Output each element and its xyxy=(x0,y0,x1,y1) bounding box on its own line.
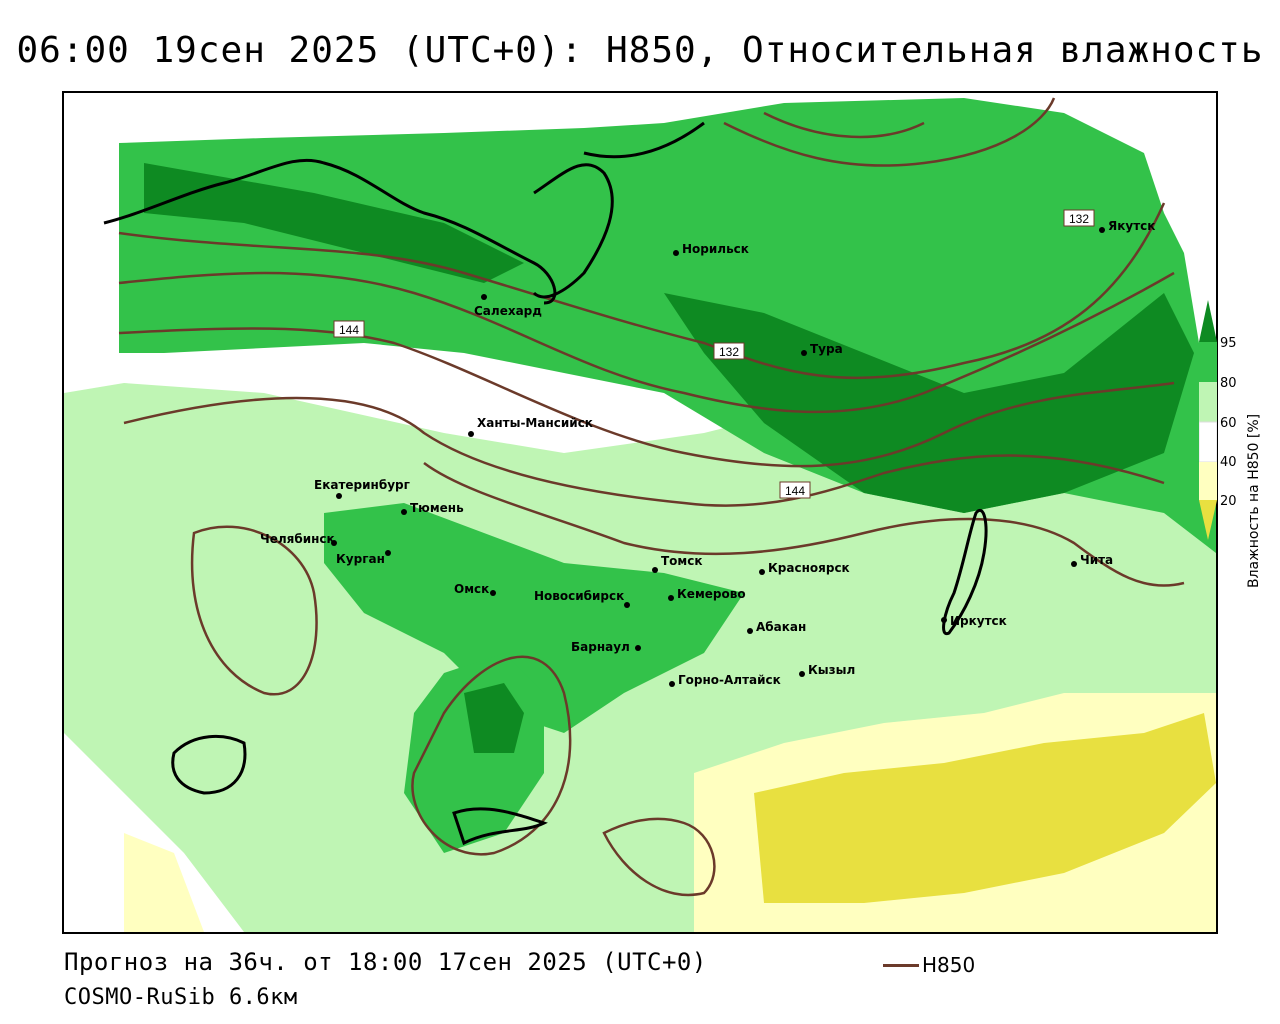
svg-text:Курган: Курган xyxy=(336,552,385,566)
city-ekaterinburg: Екатеринбург xyxy=(314,478,410,499)
coastline xyxy=(532,163,614,299)
svg-text:Омск: Омск xyxy=(454,582,489,596)
city-kyzyl: Кызыл xyxy=(799,663,855,677)
colorbar-tick: 20 xyxy=(1220,494,1237,509)
svg-text:Тура: Тура xyxy=(810,342,843,356)
svg-text:144: 144 xyxy=(339,323,359,337)
svg-text:Екатеринбург: Екатеринбург xyxy=(314,478,410,492)
svg-text:Якутск: Якутск xyxy=(1108,219,1155,233)
isoline-label: 132 xyxy=(713,342,745,360)
colorbar-tick: 40 xyxy=(1220,455,1237,470)
svg-text:Барнаул: Барнаул xyxy=(571,640,630,654)
svg-text:Салехард: Салехард xyxy=(474,304,542,318)
city-tyumen: Тюмень xyxy=(401,501,464,515)
svg-text:Ханты-Мансийск: Ханты-Мансийск xyxy=(477,416,593,430)
city-barnaul: Барнаул xyxy=(571,640,641,654)
city-norilsk: Норильск xyxy=(673,242,749,256)
isoline xyxy=(763,111,925,139)
map-canvas: 132 144 132 144 Норильск Якутск Салехард… xyxy=(64,97,1216,932)
svg-text:Норильск: Норильск xyxy=(682,242,749,256)
svg-text:Иркутск: Иркутск xyxy=(950,614,1007,628)
isoline-label: 144 xyxy=(333,320,365,338)
h850-legend-line xyxy=(883,964,919,967)
lake-outline xyxy=(452,807,548,846)
isoline xyxy=(723,97,1056,167)
city-irkutsk: Иркутск xyxy=(941,614,1007,628)
colorbar-label: Влажность на H850 [%] xyxy=(1246,413,1262,588)
city-khanty-mansiysk: Ханты-Мансийск xyxy=(468,416,593,437)
svg-text:Челябинск: Челябинск xyxy=(260,532,335,546)
map-area: 132 144 132 144 Норильск Якутск Салехард… xyxy=(62,91,1218,934)
isoline xyxy=(602,817,716,897)
lake-baikal-outline xyxy=(942,509,988,636)
svg-text:132: 132 xyxy=(1069,212,1089,226)
cities: Норильск Якутск Салехард Тура Ханты-Манс… xyxy=(260,219,1155,687)
isoline xyxy=(118,327,1175,468)
isoline-label: 144 xyxy=(779,481,811,499)
city-abakan: Абакан xyxy=(747,620,806,634)
svg-text:Тюмень: Тюмень xyxy=(410,501,464,515)
colorbar-tick: 95 xyxy=(1220,336,1237,351)
coastline xyxy=(103,158,557,305)
model-name: COSMO-RuSib 6.6км xyxy=(64,985,298,1010)
coastlines xyxy=(103,121,988,846)
isoline xyxy=(423,461,1185,587)
city-novosibirsk: Новосибирск xyxy=(534,589,630,608)
isoline xyxy=(118,271,1175,414)
city-salekhard: Салехард xyxy=(474,294,542,318)
city-chelyabinsk: Челябинск xyxy=(260,532,337,546)
city-kemerovo: Кемерово xyxy=(668,587,746,601)
city-yakutsk: Якутск xyxy=(1099,219,1155,233)
city-omsk: Омск xyxy=(454,582,496,596)
isoline xyxy=(123,396,1165,507)
city-krasnoyarsk: Красноярск xyxy=(759,561,850,575)
svg-text:144: 144 xyxy=(785,484,805,498)
dry-area-southwest xyxy=(124,833,204,932)
svg-text:Абакан: Абакан xyxy=(756,620,806,634)
lake-outline xyxy=(171,734,247,795)
colorbar-tick: 60 xyxy=(1220,416,1237,431)
humidity-colorbar xyxy=(1199,300,1217,540)
very-wet-north xyxy=(144,163,524,283)
svg-text:Томск: Томск xyxy=(661,554,703,568)
forecast-info: Прогноз на 36ч. от 18:00 17сен 2025 (UTC… xyxy=(64,948,707,976)
colorbar-tick: 80 xyxy=(1220,376,1237,391)
city-chita: Чита xyxy=(1071,553,1113,567)
wet-area-central xyxy=(324,503,744,733)
city-tomsk: Томск xyxy=(652,554,703,573)
svg-text:Новосибирск: Новосибирск xyxy=(534,589,624,603)
svg-text:Чита: Чита xyxy=(1080,553,1113,567)
svg-text:Красноярск: Красноярск xyxy=(768,561,850,575)
city-tura: Тура xyxy=(801,342,843,356)
humidity-field xyxy=(64,98,1216,932)
city-gorno-altaysk: Горно-Алтайск xyxy=(669,673,781,687)
svg-text:Кемерово: Кемерово xyxy=(677,587,746,601)
very-dry-area xyxy=(754,713,1216,903)
h850-legend-label: H850 xyxy=(922,953,976,977)
isoline-labels: 132 144 132 144 xyxy=(333,209,1095,499)
city-kurgan: Курган xyxy=(336,550,391,566)
svg-text:Кызыл: Кызыл xyxy=(808,663,855,677)
h850-isolines xyxy=(118,97,1185,897)
very-wet-south xyxy=(464,683,524,753)
isoline xyxy=(118,202,1166,380)
isoline xyxy=(190,525,318,696)
isoline-label: 132 xyxy=(1063,209,1095,227)
svg-text:132: 132 xyxy=(719,345,739,359)
isoline xyxy=(411,655,572,856)
map-title: 06:00 19сен 2025 (UTC+0): H850, Относите… xyxy=(16,30,1264,71)
svg-text:Горно-Алтайск: Горно-Алтайск xyxy=(678,673,781,687)
coastline xyxy=(583,121,705,159)
